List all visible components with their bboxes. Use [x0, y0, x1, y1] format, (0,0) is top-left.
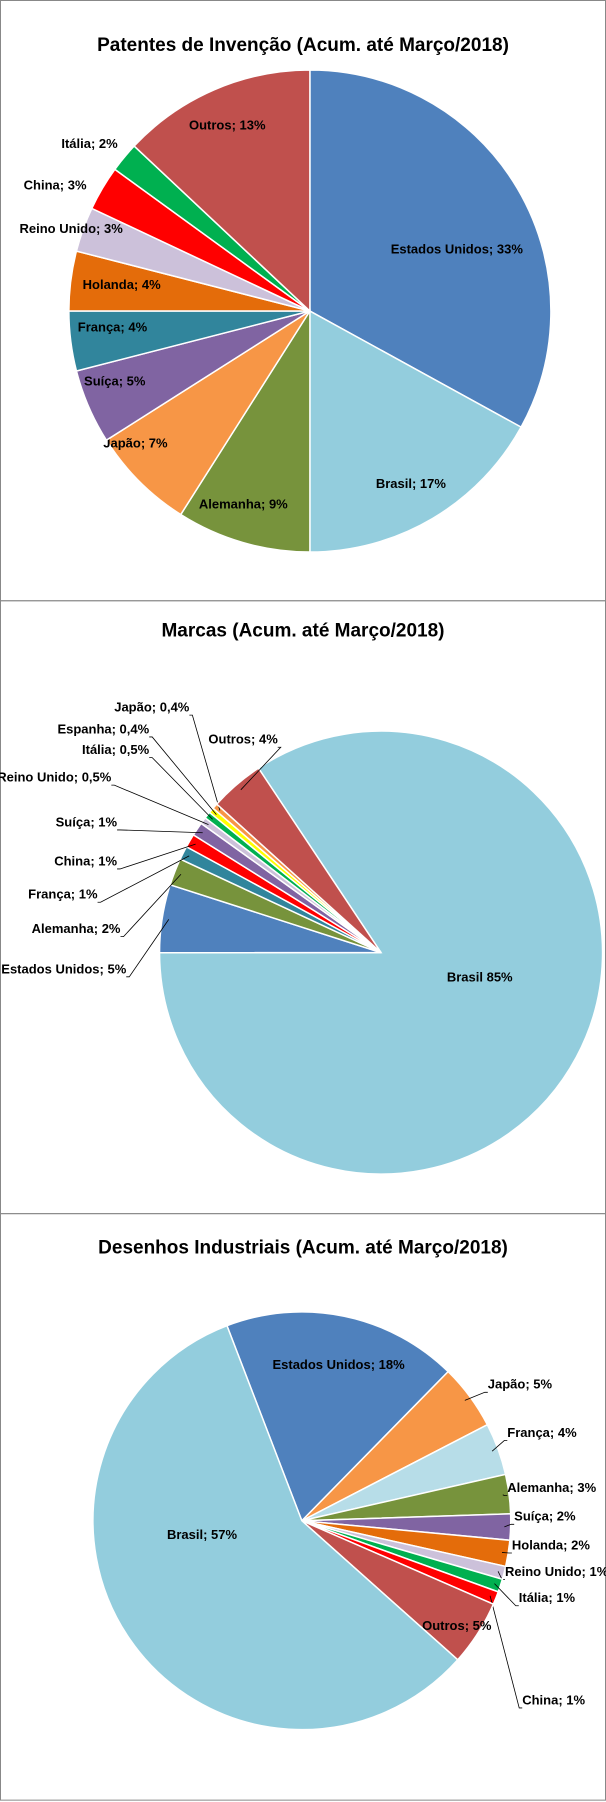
pie-chart: Patentes de Invenção (Acum. até Março/20…	[1, 1, 606, 601]
data-label: Outros; 4%	[208, 732, 278, 747]
data-label: França; 1%	[28, 887, 98, 902]
leader-line	[149, 737, 216, 815]
data-label: Estados Unidos; 18%	[272, 1357, 405, 1372]
data-label: Outros; 5%	[422, 1618, 492, 1633]
leader-line	[502, 1552, 512, 1553]
data-label: Reino Unido; 3%	[20, 221, 124, 236]
data-label: Alemanha; 2%	[32, 921, 121, 936]
chart-title: Marcas (Acum. até Março/2018)	[161, 620, 444, 641]
leader-line	[189, 715, 219, 810]
leader-line	[117, 830, 203, 833]
data-label: Brasil 85%	[447, 969, 513, 984]
data-label: Suíça; 2%	[514, 1509, 576, 1524]
data-label: Itália; 0,5%	[82, 742, 150, 757]
data-label: China; 1%	[522, 1692, 585, 1707]
data-label: Alemanha; 9%	[199, 496, 288, 511]
data-label: Espanha; 0,4%	[57, 721, 149, 736]
data-label: Suíça; 1%	[56, 814, 118, 829]
data-label: Japão; 7%	[103, 436, 168, 451]
data-label: Estados Unidos; 33%	[391, 242, 524, 257]
data-label: França; 4%	[78, 320, 148, 335]
chart-title: Desenhos Industriais (Acum. até Março/20…	[98, 1238, 508, 1259]
leader-line	[111, 785, 208, 824]
data-label: Holanda; 4%	[83, 277, 161, 292]
data-label: Brasil; 17%	[376, 476, 447, 491]
data-label: China; 1%	[54, 853, 117, 868]
data-label: Japão; 5%	[488, 1377, 553, 1392]
data-label: Suíça; 5%	[84, 374, 146, 389]
leader-line	[494, 1584, 518, 1606]
data-label: Itália; 1%	[519, 1590, 576, 1605]
data-label: Itália; 2%	[61, 136, 118, 151]
data-label: Alemanha; 3%	[507, 1480, 596, 1495]
pie-chart: Desenhos Industriais (Acum. até Março/20…	[1, 1214, 606, 1800]
data-label: China; 3%	[24, 177, 87, 192]
data-label: Reino Unido; 0,5%	[0, 770, 112, 785]
data-label: Outros; 13%	[189, 118, 266, 133]
data-label: Estados Unidos; 5%	[1, 961, 126, 976]
data-label: França; 4%	[507, 1425, 577, 1440]
data-label: Reino Unido; 1%	[505, 1564, 606, 1579]
data-label: Holanda; 2%	[512, 1537, 590, 1552]
data-label: Brasil; 57%	[167, 1527, 238, 1542]
leader-line	[149, 758, 212, 820]
data-label: Japão; 0,4%	[114, 700, 190, 715]
pie-chart: Marcas (Acum. até Março/2018)BrasilBrasi…	[0, 601, 606, 1214]
leader-line	[490, 1596, 522, 1708]
chart-title: Patentes de Invenção (Acum. até Março/20…	[97, 35, 509, 56]
